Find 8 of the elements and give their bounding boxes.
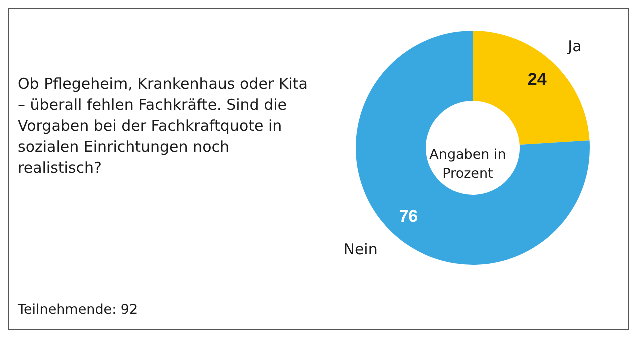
data-label: 24 xyxy=(528,70,548,89)
slice-label: Ja xyxy=(567,38,582,56)
slice-label: Nein xyxy=(344,240,378,258)
text: Teilnehmende: 92 xyxy=(18,302,138,318)
data-label: 76 xyxy=(399,207,418,226)
text: Ob Pflegeheim, Krankenhaus oder Kita – überall fehlen Fachkräfte. Sind die Vorgaben bei der Fachkraftquote in sozialen Einrichtungen noch realistisch? xyxy=(18,74,309,179)
text: Angaben in Prozent xyxy=(428,146,508,184)
donut-slice xyxy=(473,31,590,146)
